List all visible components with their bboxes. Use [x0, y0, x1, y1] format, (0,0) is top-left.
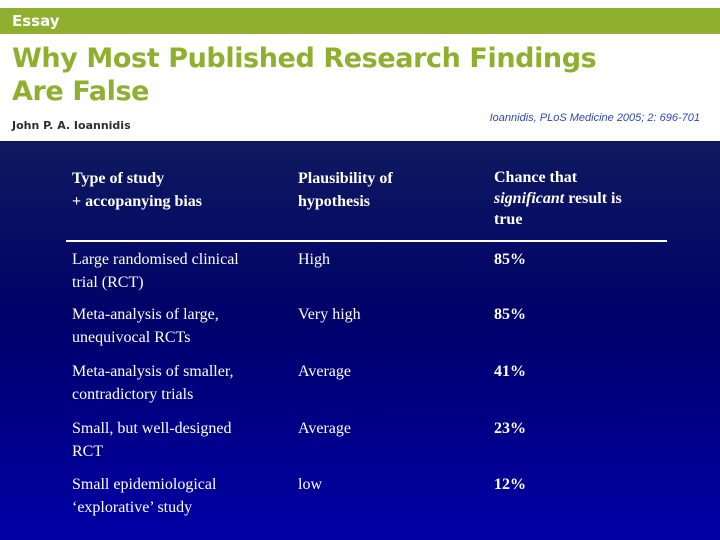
header-chance-true: Chance that significant result is true [494, 167, 664, 230]
row-1-plausibility: High [298, 251, 330, 268]
header-type-of-study: Type of study + accopanying bias [72, 167, 282, 213]
row-4-plausibility: Average [298, 420, 351, 437]
header-divider [66, 240, 667, 242]
row-3-type-line-2: contradictory trials [72, 386, 194, 403]
row-2-plausibility: Very high [298, 306, 361, 323]
essay-bar: Essay [0, 8, 720, 34]
row-4-type-line-1: Small, but well-designed [72, 420, 232, 437]
row-3-type: Meta-analysis of smaller, contradictory … [72, 360, 282, 406]
paper-title-line-1: Why Most Published Research Findings [12, 43, 597, 74]
row-4-type: Small, but well-designed RCT [72, 417, 282, 463]
header-plausibility-line-1: Plausibility of [298, 170, 393, 187]
paper-header: Essay Why Most Published Research Findin… [0, 0, 720, 141]
row-5-chance: 12% [494, 476, 526, 493]
row-2-type-line-1: Meta-analysis of large, [72, 306, 219, 323]
header-chance-line-1: Chance that [494, 169, 578, 186]
citation: Ioannidis, PLoS Medicine 2005; 2: 696-70… [489, 112, 700, 124]
row-4-chance: 23% [494, 420, 526, 437]
header-chance-result-is: result is [564, 190, 622, 207]
header-plausibility: Plausibility of hypothesis [298, 167, 478, 213]
row-2-type-line-2: unequivocal RCTs [72, 329, 191, 346]
row-1-type-line-2: trial (RCT) [72, 274, 144, 291]
row-1-type-line-1: Large randomised clinical [72, 251, 239, 268]
paper-author: John P. A. Ioannidis [12, 119, 131, 132]
header-plausibility-line-2: hypothesis [298, 193, 371, 210]
row-3-type-line-1: Meta-analysis of smaller, [72, 363, 234, 380]
row-1-type: Large randomised clinical trial (RCT) [72, 248, 282, 294]
header-chance-line-3: true [494, 211, 523, 228]
row-5-type-line-2: ‘explorative’ study [72, 499, 193, 516]
row-2-chance: 85% [494, 306, 526, 323]
row-3-plausibility: Average [298, 363, 351, 380]
header-chance-significant: significant [494, 190, 565, 207]
header-type-line-2: + accopanying bias [72, 193, 203, 210]
row-3-chance: 41% [494, 363, 526, 380]
paper-title: Why Most Published Research Findings Are… [12, 42, 652, 108]
essay-label: Essay [12, 12, 60, 30]
evidence-table: Type of study + accopanying bias Plausib… [0, 141, 720, 540]
row-5-plausibility: low [298, 476, 322, 493]
row-1-chance: 85% [494, 251, 526, 268]
row-5-type-line-1: Small epidemiological [72, 476, 217, 493]
row-4-type-line-2: RCT [72, 443, 104, 460]
row-5-type: Small epidemiological ‘explorative’ stud… [72, 473, 282, 519]
paper-title-line-2: Are False [12, 76, 150, 107]
header-type-line-1: Type of study [72, 170, 165, 187]
row-2-type: Meta-analysis of large, unequivocal RCTs [72, 303, 282, 349]
